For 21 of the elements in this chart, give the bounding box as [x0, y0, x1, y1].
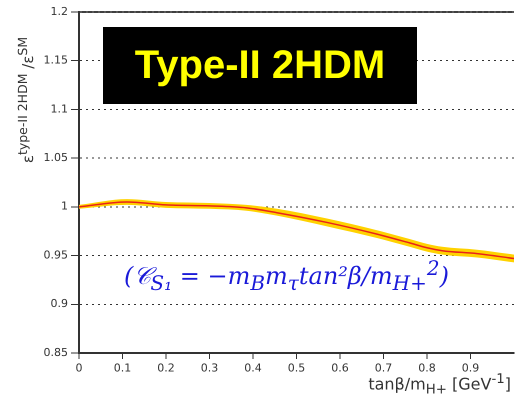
- y-tick-label: 1.05: [44, 151, 68, 164]
- x-axis-title: tanβ/m$_{H+}$ [GeV$^{-1}$]: [368, 372, 511, 398]
- x-tick-label: 0.3: [200, 361, 218, 374]
- y-tick-label: 1: [61, 200, 68, 213]
- y-tick-label: 1.15: [44, 54, 68, 67]
- x-tick-label: 0.6: [331, 361, 349, 374]
- x-tick-label: 0.9: [462, 361, 480, 374]
- y-tick-label: 0.85: [44, 346, 68, 359]
- y-tick-label: 1.2: [50, 4, 68, 18]
- y-tick-label: 0.9: [50, 297, 68, 310]
- x-tick-label: 0: [76, 361, 82, 374]
- x-tick-label: 0.8: [418, 361, 436, 374]
- x-tick-label: 0.1: [114, 361, 132, 374]
- x-tick-label: 0.5: [288, 361, 306, 374]
- x-tick-label: 0.7: [374, 361, 392, 374]
- text: Type-II 2HDM: [103, 27, 417, 104]
- y-tick-label: 0.95: [44, 248, 68, 262]
- y-tick-label: 1.1: [50, 102, 68, 116]
- x-tick-label: 0.4: [244, 361, 262, 374]
- x-tick-label: 0.2: [157, 361, 175, 374]
- text: (𝒞$_{S₁}$ = −m$_{B}$m$_{τ}$tan²β/m$_{H+}$$^{2}$): [124, 256, 449, 295]
